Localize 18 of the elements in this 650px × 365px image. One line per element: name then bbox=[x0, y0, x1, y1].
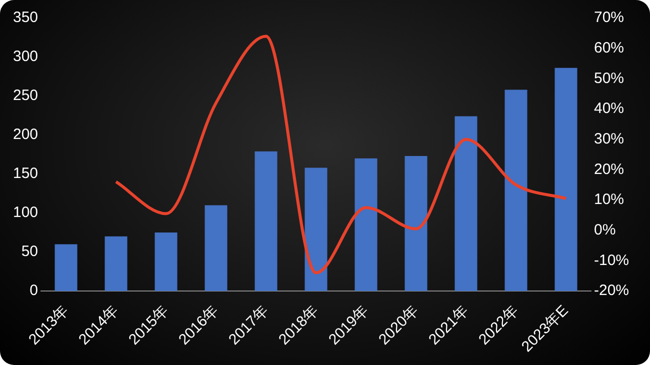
y2-tick-label: 10% bbox=[594, 191, 624, 208]
y2-tick-label: 70% bbox=[594, 9, 624, 26]
y-tick-label: 300 bbox=[12, 48, 38, 66]
y-tick-label: 200 bbox=[12, 126, 38, 144]
y-tick-label: 150 bbox=[12, 165, 38, 182]
y-tick-label: 100 bbox=[12, 204, 38, 222]
y-tick-label: 350 bbox=[12, 9, 38, 26]
y2-tick-label: 20% bbox=[594, 160, 624, 178]
y-tick-label: 50 bbox=[21, 243, 38, 260]
y-tick-label: 0 bbox=[30, 282, 38, 300]
y2-tick-label: 0% bbox=[594, 221, 616, 238]
y2-tick-label: -20% bbox=[594, 282, 630, 300]
y2-tick-label: 50% bbox=[594, 70, 624, 87]
y2-tick-label: 40% bbox=[594, 100, 624, 118]
y-tick-label: 250 bbox=[12, 87, 38, 104]
y2-tick-label: 60% bbox=[594, 39, 624, 56]
y2-tick-label: 30% bbox=[594, 130, 624, 148]
y2-tick-label: -10% bbox=[594, 252, 630, 269]
